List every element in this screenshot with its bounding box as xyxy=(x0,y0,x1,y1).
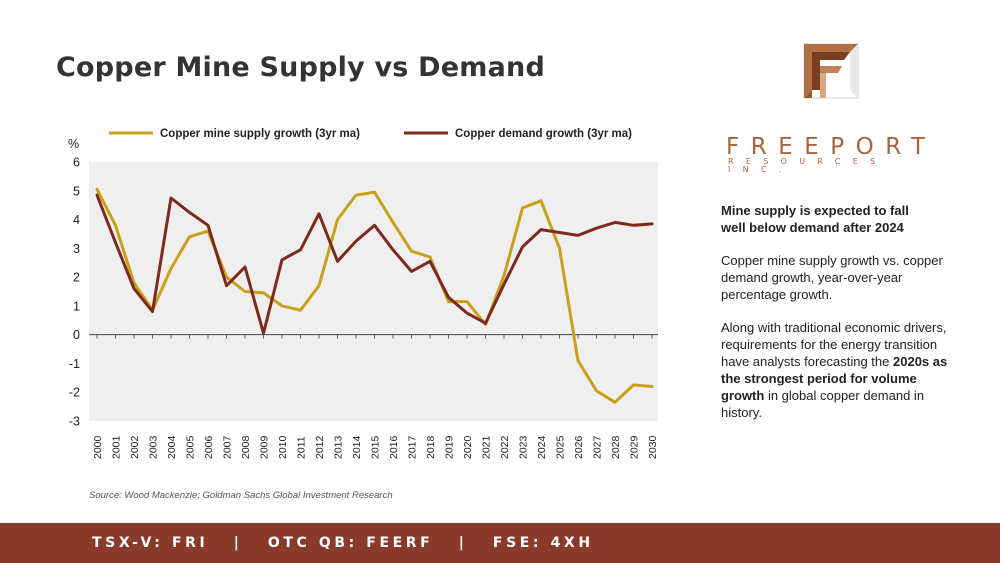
legend-label: Copper mine supply growth (3yr ma) xyxy=(160,128,360,140)
x-tick-label: 2024 xyxy=(536,435,548,459)
logo-wordmark: FREEPORT xyxy=(726,134,937,160)
x-tick-label: 2026 xyxy=(573,435,585,459)
x-tick-label: 2029 xyxy=(629,435,641,459)
x-tick-label: 2030 xyxy=(647,435,659,459)
x-tick-label: 2009 xyxy=(259,435,271,459)
series-line-supply xyxy=(95,187,654,404)
x-tick-label: 2022 xyxy=(499,435,511,459)
x-tick-label: 2018 xyxy=(425,435,437,459)
footer-bar: TSX-V: FRI | OTC QB: FEERF | FSE: 4XH xyxy=(0,523,1000,563)
x-tick-label: 2028 xyxy=(610,435,622,459)
y-tick-label: 6 xyxy=(73,156,80,170)
side-paragraph-2-a: Along with traditional economic drivers,… xyxy=(721,320,947,369)
side-paragraph-1: Copper mine supply growth vs. copper dem… xyxy=(721,253,943,302)
y-tick-label: 1 xyxy=(73,299,80,313)
x-tick-label: 2007 xyxy=(222,435,234,459)
side-paragraph-2: Along with traditional economic drivers,… xyxy=(721,319,961,421)
side-panel: Mine supply is expected to fall well bel… xyxy=(721,202,961,437)
x-tick-label: 2001 xyxy=(111,435,123,459)
side-paragraph-2-b: 2020s as the strongest period for volume… xyxy=(721,354,948,403)
x-tick-label: 2027 xyxy=(592,435,604,459)
source-note: Source: Wood Mackenzie; Goldman Sachs Gl… xyxy=(89,490,393,501)
x-tick-label: 2004 xyxy=(166,435,178,459)
y-tick-label: 5 xyxy=(73,184,80,198)
line-chart: 6 5 4 3 2 1 0 -1 -2 -3 2000 2001 2002 2003 2004 2005 200… xyxy=(68,128,659,459)
y-axis-unit-label: % xyxy=(68,137,79,151)
x-tick-label: 2021 xyxy=(481,435,493,459)
x-tick-label: 2003 xyxy=(148,435,160,459)
side-paragraph-2-c: in global copper demand in history. xyxy=(721,388,925,420)
y-tick-label: 2 xyxy=(73,271,80,285)
y-tick-label: -2 xyxy=(69,386,80,400)
side-headline: Mine supply is expected to fall well bel… xyxy=(721,203,909,235)
logo-subline: RESOURCES INC. xyxy=(728,157,888,174)
x-tick-label: 2000 xyxy=(92,435,104,459)
x-tick-label: 2015 xyxy=(370,435,382,459)
x-tick-label: 2020 xyxy=(462,435,474,459)
ticker-symbols: TSX-V: FRI | OTC QB: FEERF | FSE: 4XH xyxy=(92,535,594,551)
y-tick-label: -3 xyxy=(69,415,80,429)
x-tick-label: 2010 xyxy=(277,435,289,459)
freeport-logo-icon xyxy=(803,43,859,99)
series-line-demand xyxy=(95,193,654,335)
x-tick-label: 2013 xyxy=(333,435,345,459)
x-tick-label: 2005 xyxy=(185,435,197,459)
y-tick-label: 3 xyxy=(73,242,80,256)
x-tick-label: 2014 xyxy=(351,435,363,459)
x-tick-label: 2006 xyxy=(203,435,215,459)
x-tick-label: 2019 xyxy=(444,435,456,459)
y-tick-label: 4 xyxy=(73,213,80,227)
x-tick-label: 2012 xyxy=(314,435,326,459)
x-tick-label: 2023 xyxy=(518,435,530,459)
x-tick-label: 2025 xyxy=(555,435,567,459)
x-tick-label: 2008 xyxy=(240,435,252,459)
y-tick-label: -1 xyxy=(69,357,80,371)
x-tick-label: 2011 xyxy=(296,436,308,459)
plot-area xyxy=(89,162,658,421)
legend-label: Copper demand growth (3yr ma) xyxy=(455,128,632,140)
page-title: Copper Mine Supply vs Demand xyxy=(56,52,545,83)
y-tick-label: 0 xyxy=(73,328,80,342)
x-tick-label: 2016 xyxy=(388,435,400,459)
x-tick-label: 2017 xyxy=(407,435,419,459)
x-tick-label: 2002 xyxy=(129,435,141,459)
